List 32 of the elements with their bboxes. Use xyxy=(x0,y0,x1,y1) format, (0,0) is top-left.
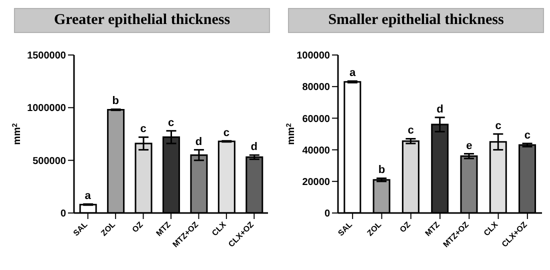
annotation: a xyxy=(350,67,357,80)
y-tick-label: 1500000 xyxy=(27,50,66,62)
annotation: d xyxy=(436,103,444,116)
annotation: c xyxy=(524,129,530,142)
x-tick-label: OZ xyxy=(130,220,145,234)
chart-title: Smaller epithelial thickness xyxy=(288,8,544,33)
annotation: c xyxy=(495,120,502,132)
x-tick-label: ZOL xyxy=(99,220,118,238)
x-tick-label: OZ xyxy=(398,220,412,234)
annotation: e xyxy=(466,140,472,152)
y-tick-label: 500000 xyxy=(32,156,66,167)
y-tick-label: 60000 xyxy=(302,114,330,125)
annotation: d xyxy=(250,141,258,154)
x-tick-label: ZOL xyxy=(365,220,384,238)
chart-title: Greater epithelial thickness xyxy=(14,8,270,33)
annotation: c xyxy=(223,126,230,139)
y-tick-label: 1000000 xyxy=(27,103,66,114)
y-tick-label: 80000 xyxy=(302,82,330,94)
annotation: c xyxy=(140,123,146,136)
annotation: b xyxy=(112,95,120,108)
annotation: c xyxy=(408,124,414,137)
x-tick-label: SAL xyxy=(336,220,354,238)
y-tick-label: 0 xyxy=(60,208,66,220)
annotation: d xyxy=(195,136,202,148)
x-tick-label: SAL xyxy=(72,220,90,238)
y-tick-label: 20000 xyxy=(302,176,330,188)
y-tick-label: 0 xyxy=(324,208,330,220)
y-tick-label: 100000 xyxy=(296,50,330,62)
y-tick-label: 40000 xyxy=(302,145,330,156)
annotation: c xyxy=(168,116,174,129)
annotation: a xyxy=(84,190,92,202)
annotation: b xyxy=(378,164,386,176)
